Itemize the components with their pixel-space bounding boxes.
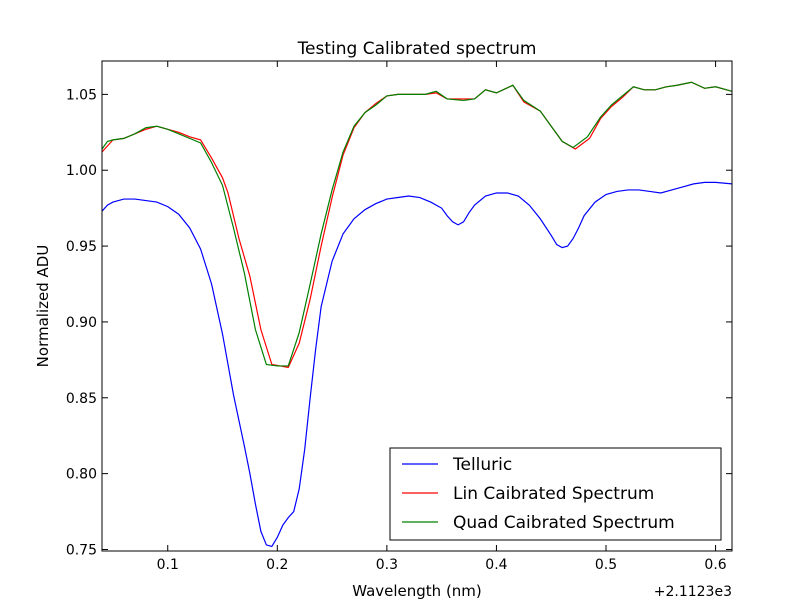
- x-tick-label: 0.5: [595, 557, 617, 573]
- series-line-3: [102, 81, 732, 367]
- x-axis-label: Wavelength (nm): [352, 582, 482, 600]
- y-tick-label: 0.80: [66, 467, 97, 483]
- legend-label: Lin Caibrated Spectrum: [453, 484, 654, 504]
- series-group: [102, 81, 732, 548]
- legend-frame: [389, 447, 722, 541]
- y-tick-label: 0.95: [66, 239, 97, 255]
- y-tick-label: 1.00: [66, 163, 97, 179]
- y-tick-label: 0.85: [66, 391, 97, 407]
- x-tick-label: 0.6: [704, 557, 726, 573]
- series-line-1: [102, 181, 732, 548]
- legend-label: Telluric: [452, 455, 512, 475]
- x-tick-label: 0.2: [266, 557, 288, 573]
- x-tick-label: 0.3: [376, 557, 398, 573]
- y-tick-label: 0.75: [66, 542, 97, 558]
- y-tick-label: 1.05: [66, 87, 97, 103]
- y-axis-label: Normalized ADU: [34, 245, 52, 368]
- x-tick-label: 0.4: [485, 557, 507, 573]
- y-tick-label: 0.90: [66, 315, 97, 331]
- plot-frame: [101, 60, 733, 552]
- legend-label: Quad Caibrated Spectrum: [453, 513, 675, 533]
- legend: Telluric Lin Caibrated Spectrum Quad Caibr…: [389, 447, 722, 541]
- ticks-group: 0.1 0.2 0.3 0.4 0.5 0.6 0.75 0.80 0.85 0.90 0.95 1.…: [66, 61, 732, 573]
- x-tick-label: 0.1: [157, 557, 179, 573]
- chart-title: Testing Calibrated spectrum: [297, 39, 537, 59]
- x-offset-label: +2.1123e3: [654, 584, 732, 600]
